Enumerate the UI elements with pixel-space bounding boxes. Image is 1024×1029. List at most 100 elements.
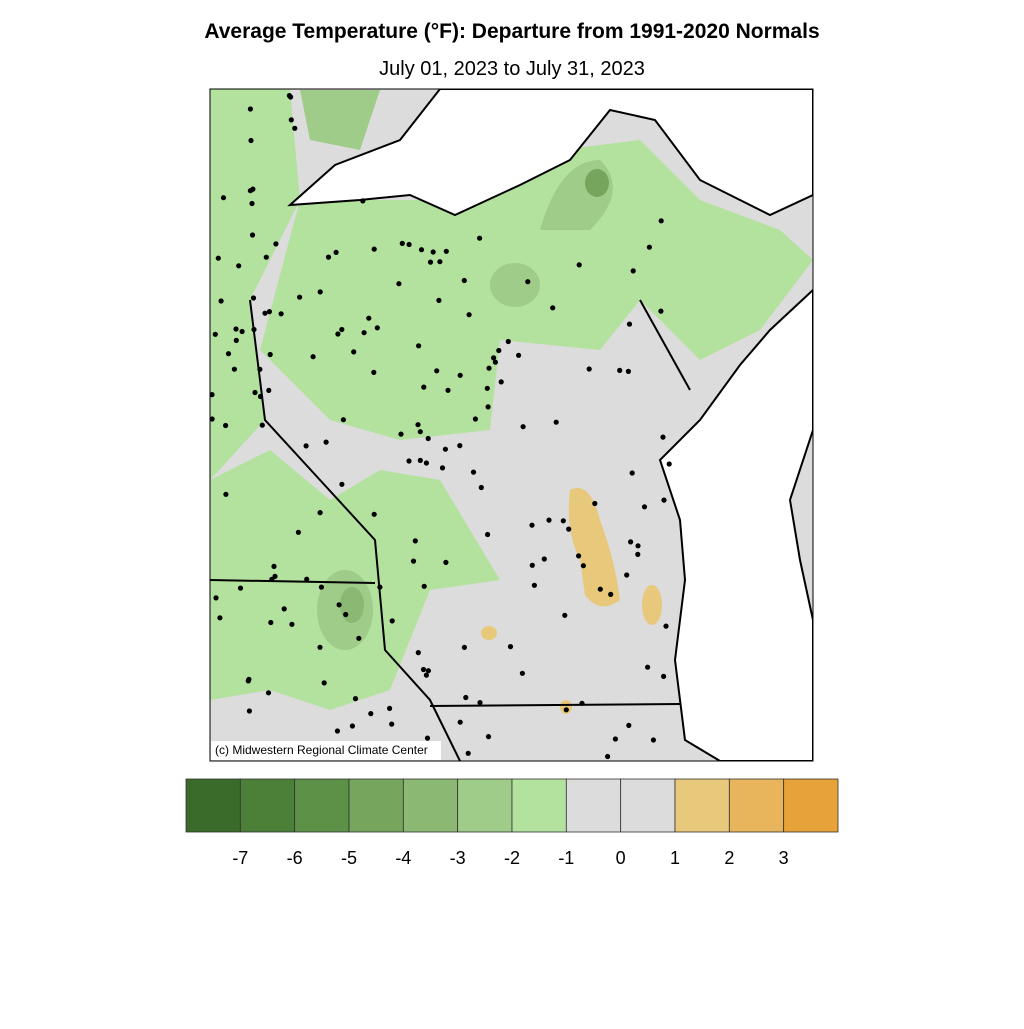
station [605, 753, 611, 760]
station [477, 235, 483, 241]
station [343, 611, 349, 618]
station [215, 255, 221, 261]
station [439, 465, 446, 471]
legend-label: -4 [395, 848, 411, 868]
anomaly-area [560, 700, 572, 714]
station [576, 262, 582, 268]
station [645, 664, 651, 670]
legend-swatch [457, 778, 513, 833]
station [356, 635, 362, 641]
anomaly-area [642, 585, 662, 625]
legend-label: -7 [232, 848, 248, 868]
station [252, 389, 258, 396]
legend-label: -3 [450, 848, 466, 868]
station [463, 694, 469, 701]
station [374, 325, 380, 331]
station [317, 289, 323, 295]
lake-superior [287, 89, 813, 217]
anomaly-area [210, 89, 300, 480]
legend-label: 1 [670, 848, 680, 868]
station [617, 367, 623, 373]
station [641, 504, 648, 510]
legend-label: -5 [341, 848, 357, 868]
station [635, 543, 641, 549]
station [233, 326, 239, 332]
station [239, 328, 245, 335]
station [257, 366, 263, 372]
station [626, 321, 633, 327]
title: Average Temperature (°F): Departure from… [204, 20, 819, 43]
station [399, 240, 405, 246]
legend-label: -2 [504, 848, 520, 868]
station [231, 366, 237, 372]
station [417, 429, 423, 435]
station [531, 582, 538, 588]
legend-swatch [239, 778, 296, 833]
station [562, 612, 568, 618]
station [417, 457, 423, 463]
station [415, 650, 421, 656]
station [629, 470, 635, 476]
station [212, 331, 218, 337]
anomaly-area [585, 169, 609, 197]
station [478, 484, 484, 491]
station [360, 198, 366, 204]
station [663, 623, 669, 629]
station [415, 422, 421, 428]
station [351, 349, 357, 355]
station [236, 263, 242, 269]
station [579, 700, 585, 706]
anomaly-area [300, 90, 380, 150]
station [368, 711, 374, 717]
station [550, 305, 556, 311]
station [525, 279, 531, 285]
station [267, 351, 273, 358]
station [421, 583, 427, 589]
anomaly-area [481, 626, 497, 640]
station [541, 556, 547, 562]
legend-label: 2 [724, 848, 734, 868]
legend-label: 0 [616, 848, 626, 868]
legend-swatch [565, 778, 622, 833]
station [425, 435, 431, 442]
station [321, 680, 327, 686]
station [646, 244, 653, 250]
station [658, 218, 664, 224]
station [437, 259, 443, 265]
station [339, 481, 345, 487]
station [289, 621, 295, 627]
station [389, 721, 395, 727]
station [443, 559, 449, 566]
station [366, 315, 372, 321]
station [377, 584, 383, 590]
station [210, 392, 215, 398]
station [470, 469, 477, 475]
station [507, 644, 514, 650]
station [434, 368, 440, 374]
anomaly-area [490, 263, 540, 307]
legend-swatch [674, 778, 730, 833]
station [416, 343, 422, 349]
station [249, 232, 256, 238]
station [576, 553, 582, 559]
station [396, 281, 402, 287]
station [317, 644, 323, 650]
station [520, 424, 526, 430]
station [223, 422, 229, 429]
station [660, 434, 666, 440]
station [251, 326, 257, 333]
station [560, 518, 566, 524]
legend-swatch [511, 778, 567, 833]
station [546, 517, 552, 523]
station [248, 137, 254, 144]
state-border [210, 299, 691, 761]
legend-swatch [620, 778, 676, 833]
station [424, 735, 431, 741]
legend-label: -1 [558, 848, 574, 868]
station [262, 310, 268, 316]
station [566, 526, 572, 532]
anomaly-area [260, 200, 640, 440]
station [249, 200, 255, 207]
station [387, 705, 393, 712]
